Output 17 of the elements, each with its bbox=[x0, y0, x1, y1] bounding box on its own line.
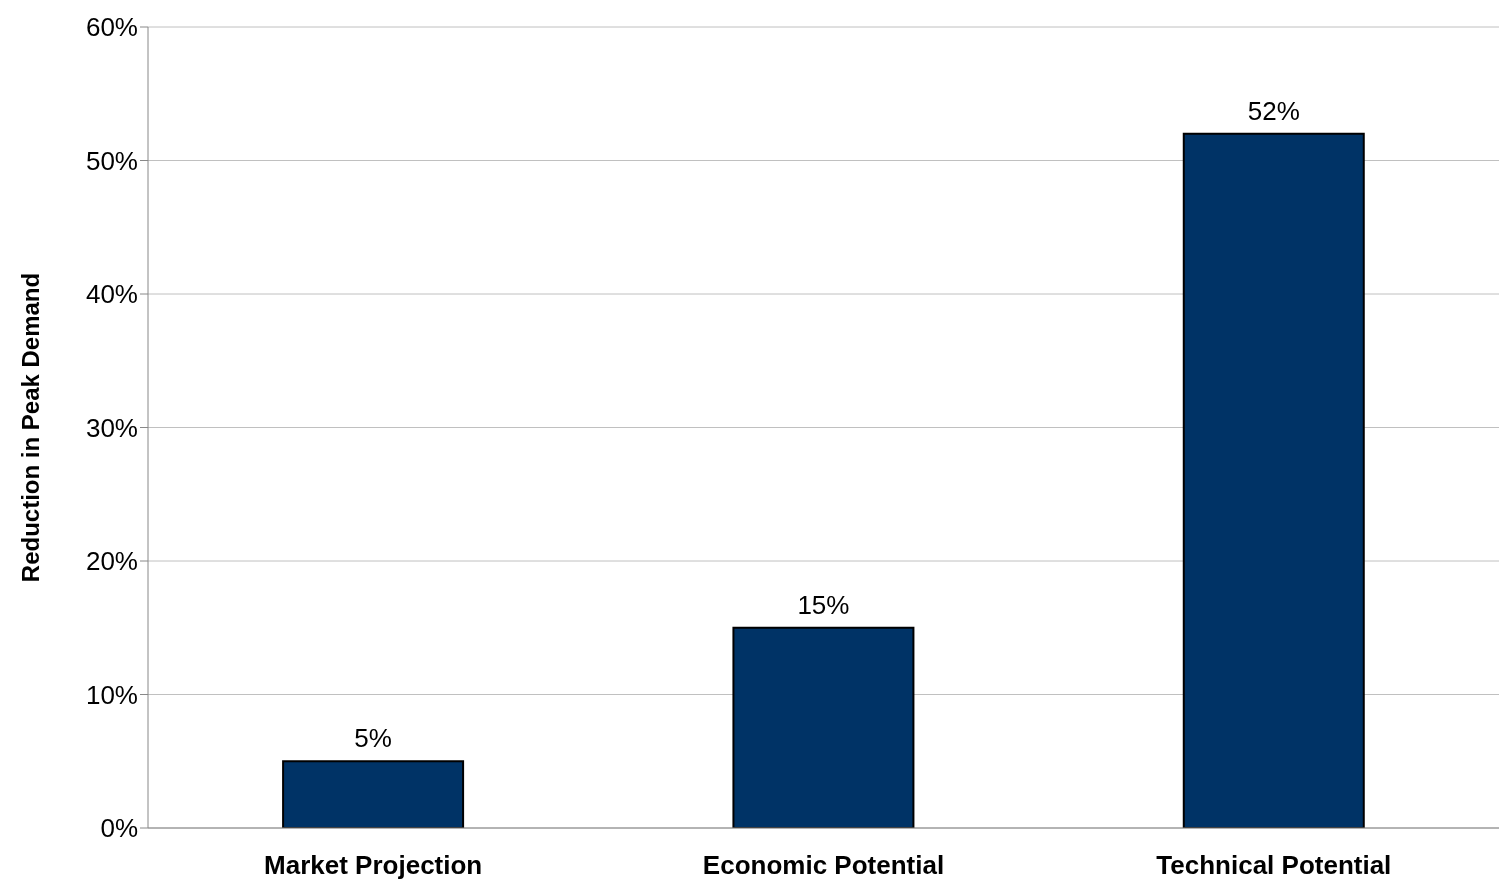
y-tick-label: 50% bbox=[85, 145, 138, 176]
y-tick-label: 20% bbox=[85, 546, 138, 577]
data-label: 5% bbox=[354, 723, 392, 754]
bar bbox=[1182, 132, 1365, 828]
x-tick-label: Economic Potential bbox=[702, 850, 945, 881]
y-axis-title: Reduction in Peak Demand bbox=[16, 272, 44, 583]
x-tick-label: Market Projection bbox=[264, 850, 483, 881]
data-label: 52% bbox=[1247, 95, 1300, 126]
y-tick-label: 30% bbox=[85, 412, 138, 443]
data-label: 15% bbox=[797, 589, 850, 620]
bar bbox=[282, 760, 465, 828]
y-tick-label: 0% bbox=[100, 813, 138, 844]
y-tick-label: 60% bbox=[85, 12, 138, 43]
y-tick-label: 40% bbox=[85, 279, 138, 310]
x-tick-label: Technical Potential bbox=[1156, 850, 1392, 881]
y-tick-label: 10% bbox=[85, 679, 138, 710]
bar bbox=[732, 626, 915, 828]
